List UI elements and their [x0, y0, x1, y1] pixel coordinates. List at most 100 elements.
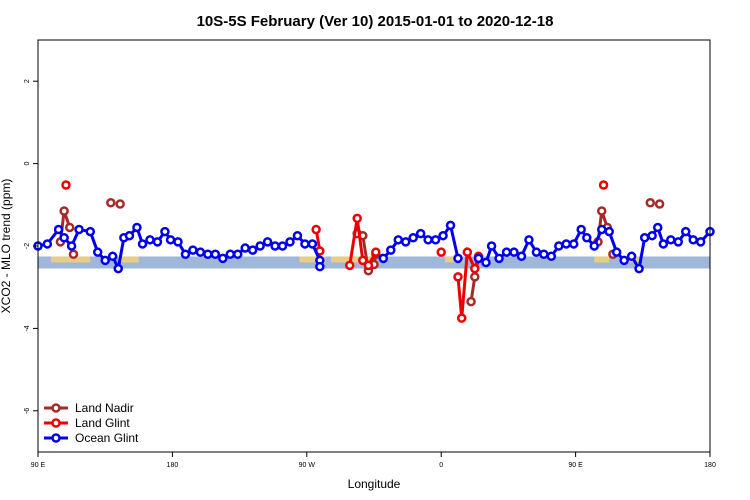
point-land-nadir	[470, 272, 480, 282]
x-tick-label: 180	[704, 462, 716, 469]
point-ocean-glint	[160, 226, 170, 237]
point-land-nadir	[654, 199, 665, 209]
point-ocean-glint	[307, 239, 318, 249]
point-ocean-glint	[634, 263, 644, 274]
legend-label: Ocean Glint	[75, 431, 139, 445]
point-ocean-glint	[378, 253, 389, 264]
point-ocean-glint	[53, 224, 64, 235]
point-ocean-glint	[195, 247, 206, 257]
point-ocean-glint	[619, 255, 629, 266]
point-ocean-glint	[315, 261, 325, 272]
point-ocean-glint	[423, 235, 433, 245]
point-ocean-glint	[400, 237, 411, 247]
point-land-glint	[470, 263, 480, 274]
point-ocean-glint	[626, 251, 637, 262]
point-ocean-glint	[92, 247, 103, 257]
point-ocean-glint	[415, 228, 426, 239]
point-ocean-glint	[481, 257, 491, 268]
legend-label: Land Glint	[75, 416, 130, 430]
point-ocean-glint	[430, 235, 441, 245]
point-ocean-glint	[393, 235, 404, 245]
point-ocean-glint	[145, 235, 155, 245]
chart-title: 10S-5S February (Ver 10) 2015-01-01 to 2…	[197, 13, 554, 30]
band-highlight	[594, 256, 610, 263]
point-ocean-glint	[673, 237, 684, 247]
point-land-nadir	[596, 206, 607, 216]
x-axis: 90 E 180 90 W 0 90 E 180	[31, 452, 716, 469]
point-ocean-glint	[582, 233, 592, 243]
y-tick-label: -2	[24, 243, 31, 249]
series-land-glint	[61, 180, 609, 323]
legend-marker	[51, 403, 61, 413]
y-tick-label: -6	[24, 408, 31, 414]
point-ocean-glint	[509, 247, 519, 257]
point-ocean-glint	[524, 235, 534, 245]
point-ocean-glint	[486, 241, 497, 251]
point-ocean-glint	[408, 233, 418, 243]
point-ocean-glint	[132, 222, 142, 233]
y-axis: -6 -4 -2 0 2	[24, 79, 38, 414]
point-ocean-glint	[100, 255, 110, 266]
y-tick-label: 0	[24, 162, 31, 166]
point-ocean-glint	[270, 241, 280, 251]
point-ocean-glint	[688, 235, 698, 245]
point-ocean-glint	[546, 251, 557, 262]
point-ocean-glint	[300, 239, 310, 249]
legend-marker	[51, 418, 61, 428]
point-ocean-glint	[232, 249, 243, 259]
point-ocean-glint	[386, 245, 396, 255]
point-ocean-glint	[188, 245, 198, 255]
point-ocean-glint	[66, 241, 77, 251]
point-ocean-glint	[639, 233, 650, 243]
point-ocean-glint	[658, 239, 669, 249]
point-land-glint	[352, 213, 362, 224]
point-land-glint	[462, 247, 473, 257]
point-ocean-glint	[210, 249, 221, 259]
point-ocean-glint	[180, 249, 191, 259]
point-land-glint	[598, 180, 609, 190]
point-ocean-glint	[85, 226, 96, 237]
point-ocean-glint	[453, 253, 463, 264]
point-ocean-glint	[473, 253, 484, 264]
point-ocean-glint	[576, 224, 586, 235]
point-ocean-glint	[695, 237, 706, 247]
point-ocean-glint	[285, 237, 295, 247]
point-land-glint	[358, 255, 368, 266]
y-tick-label: -4	[24, 325, 31, 331]
point-ocean-glint	[173, 237, 183, 247]
band-highlight	[331, 256, 374, 263]
legend-marker	[51, 433, 61, 443]
point-land-glint	[363, 260, 374, 271]
point-ocean-glint	[568, 239, 579, 249]
point-ocean-glint	[516, 251, 527, 262]
point-ocean-glint	[501, 247, 512, 257]
point-land-nadir	[645, 197, 656, 208]
point-ocean-glint	[494, 253, 504, 264]
point-land-glint	[456, 313, 467, 323]
point-ocean-glint	[113, 263, 124, 274]
point-ocean-glint	[277, 241, 288, 251]
point-ocean-glint	[124, 230, 135, 241]
point-ocean-glint	[647, 230, 657, 241]
point-land-nadir	[115, 199, 125, 209]
y-axis-label: XCO2 - MLO trend (ppm)	[0, 179, 13, 314]
point-land-nadir	[59, 206, 69, 216]
band-highlight	[51, 256, 91, 263]
point-ocean-glint	[152, 237, 163, 247]
point-ocean-glint	[74, 224, 84, 235]
point-ocean-glint	[561, 239, 572, 249]
legend-item-land-glint: Land Glint	[44, 416, 130, 430]
point-land-nadir	[466, 296, 476, 307]
point-ocean-glint	[652, 222, 663, 233]
band-highlight	[118, 256, 139, 263]
point-ocean-glint	[165, 235, 176, 245]
point-land-glint	[436, 247, 446, 257]
point-ocean-glint	[262, 237, 273, 247]
point-land-nadir	[68, 249, 79, 259]
point-ocean-glint	[225, 249, 236, 259]
point-ocean-glint	[247, 245, 258, 255]
band-highlight	[299, 256, 326, 263]
legend-item-ocean-glint: Ocean Glint	[44, 431, 139, 445]
point-ocean-glint	[107, 251, 118, 262]
